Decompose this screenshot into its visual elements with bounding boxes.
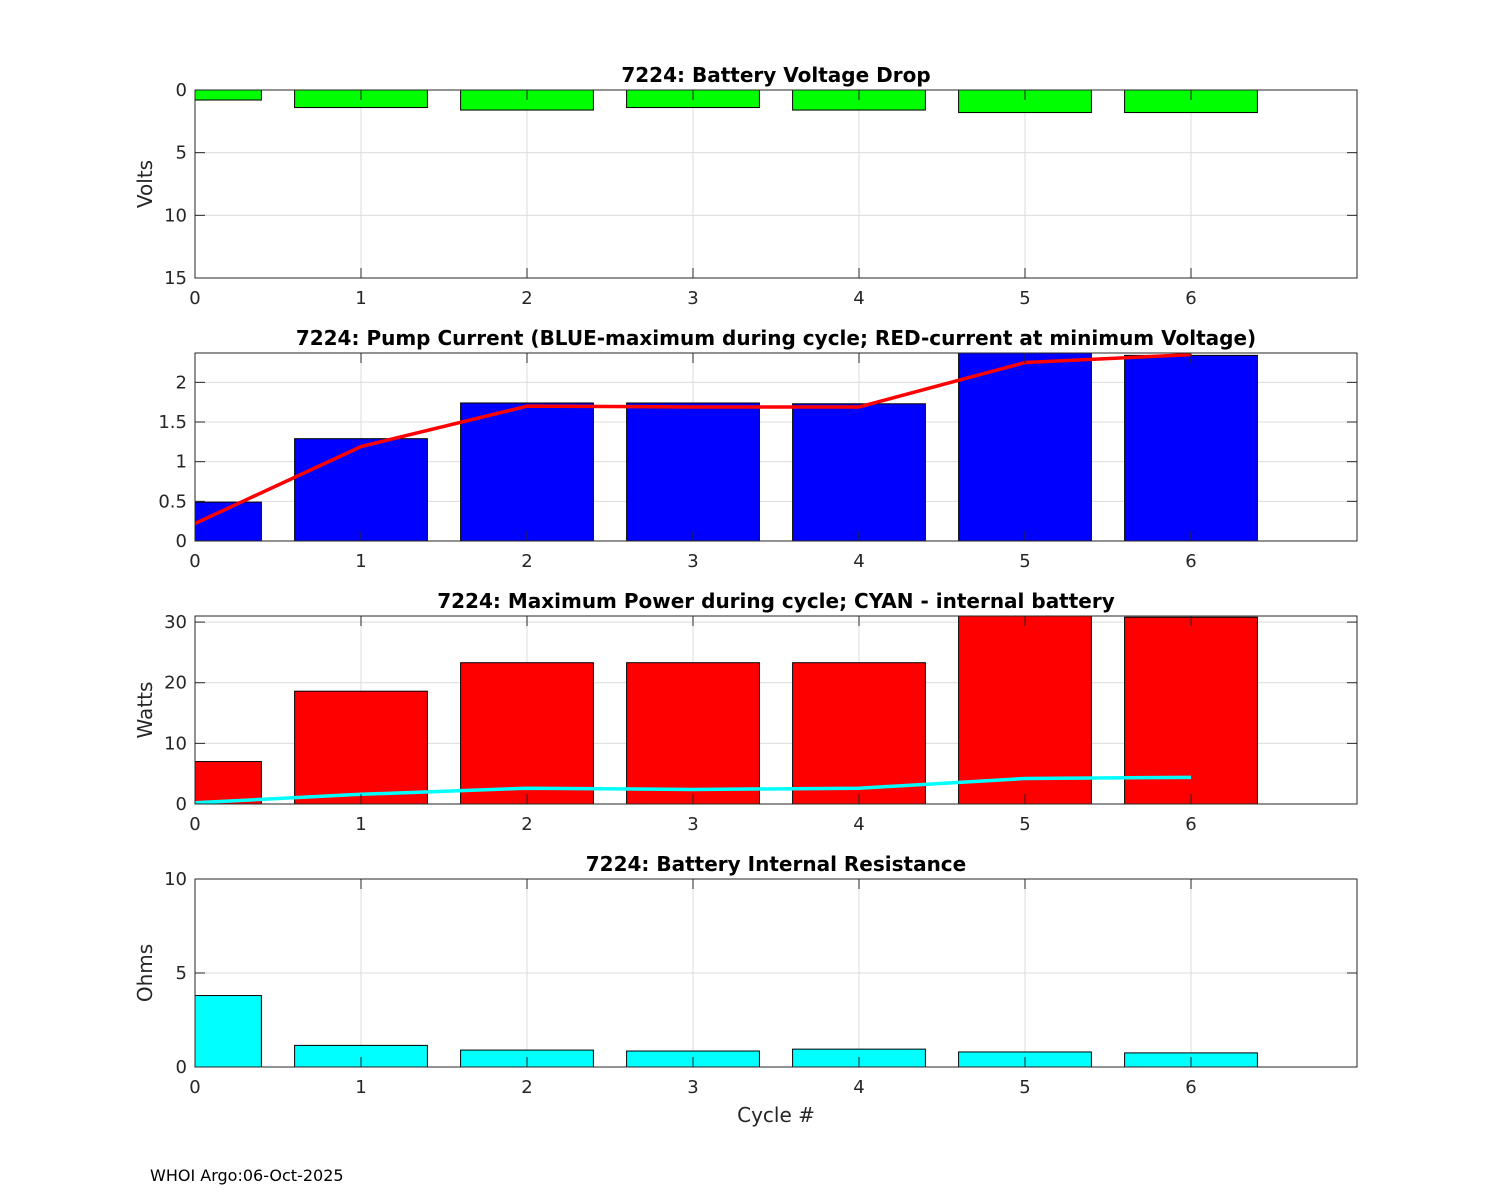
y-tick-label: 0 [176,80,187,101]
bar-cycle-6 [1124,90,1258,114]
bar-cycle-5 [958,353,1092,541]
axes-box [194,615,1358,805]
chart-panel-4: 0 1 2 3 4 5 6 0 5 10 7224: Battery Internal Resist… [133,852,1358,1127]
bar-cycle-2 [460,90,594,111]
x-tick-label: 2 [521,551,532,572]
bar-cycle-4 [792,662,926,804]
y-tick-label: 10 [164,869,187,890]
y-tick-label: 2 [176,372,187,393]
x-tick-label: 4 [853,288,864,309]
bar-cycle-2 [460,402,594,541]
y-tick-label: 0.5 [158,491,187,512]
x-tick-label: 5 [1019,551,1030,572]
x-tick-label: 4 [853,814,864,835]
x-tick-label: 2 [521,288,532,309]
bar-cycle-0 [195,761,262,804]
x-tick-label: 6 [1185,551,1196,572]
chart-title: 7224: Battery Voltage Drop [621,63,930,87]
x-tick-label: 5 [1019,814,1030,835]
bar-cycle-4 [792,403,926,541]
x-tick-label: 1 [355,551,366,572]
bar-group [195,353,1258,541]
x-tick-label: 6 [1185,288,1196,309]
x-tick-label: 1 [355,1077,366,1098]
axes-box [194,352,1358,542]
x-tick-label: 4 [853,1077,864,1098]
chart-title: 7224: Maximum Power during cycle; CYAN -… [437,589,1115,613]
y-tick-label: 10 [164,205,187,226]
x-tick-label: 3 [687,288,698,309]
bar-cycle-2 [460,662,594,804]
bar-cycle-5 [958,90,1092,114]
chart-panel-3: 0 1 2 3 4 5 6 0 10 20 30 7224: Maximum Power during… [133,589,1358,835]
y-axis-label: Watts [133,682,157,739]
bar-cycle-1 [294,438,428,541]
y-tick-label: 10 [164,733,187,754]
x-tick-label: 5 [1019,1077,1030,1098]
bar-cycle-3 [626,662,760,804]
bar-cycle-0 [195,995,262,1067]
bar-cycle-1 [294,690,428,804]
y-tick-label: 30 [164,612,187,633]
y-tick-label: 1.5 [158,412,187,433]
x-tick-label: 0 [189,1077,200,1098]
y-tick-label: 0 [176,531,187,552]
x-tick-label: 4 [853,551,864,572]
x-tick-label: 0 [189,288,200,309]
x-tick-label: 3 [687,814,698,835]
chart-title: 7224: Battery Internal Resistance [586,852,966,876]
y-tick-label: 20 [164,673,187,694]
chart-panel-2: 0 1 2 3 4 5 6 0 0.5 1 1.5 2 7224: Pump Current (BLUE… [158,326,1358,572]
y-tick-label: 15 [164,268,187,289]
chart-title: 7224: Pump Current (BLUE-maximum during … [296,326,1256,350]
bar-cycle-6 [1124,354,1258,541]
bar-cycle-4 [792,90,926,111]
y-tick-label: 1 [176,452,187,473]
footer-stamp: WHOI Argo:06-Oct-2025 [150,1166,344,1185]
bar-cycle-5 [958,616,1092,804]
y-axis-label: Volts [133,160,157,208]
x-tick-label: 1 [355,814,366,835]
axes-box [194,89,1358,279]
x-tick-label: 6 [1185,1077,1196,1098]
x-tick-label: 0 [189,814,200,835]
y-tick-label: 5 [176,963,187,984]
y-tick-label: 5 [176,143,187,164]
chart-panel-1: 0 1 2 3 4 5 6 0 5 10 15 7224: Battery Voltage Drop V… [133,63,1358,309]
x-tick-label: 2 [521,1077,532,1098]
x-tick-label: 3 [687,551,698,572]
x-axis-label: Cycle # [737,1103,815,1127]
bar-cycle-3 [626,402,760,541]
x-tick-label: 6 [1185,814,1196,835]
x-tick-label: 3 [687,1077,698,1098]
y-tick-label: 0 [176,794,187,815]
x-tick-label: 0 [189,551,200,572]
x-tick-label: 1 [355,288,366,309]
bar-cycle-1 [294,1044,428,1067]
x-tick-label: 2 [521,814,532,835]
bar-group [195,616,1258,804]
bar-cycle-6 [1124,616,1258,804]
y-axis-label: Ohms [133,944,157,1002]
y-tick-label: 0 [176,1057,187,1078]
x-tick-label: 5 [1019,288,1030,309]
